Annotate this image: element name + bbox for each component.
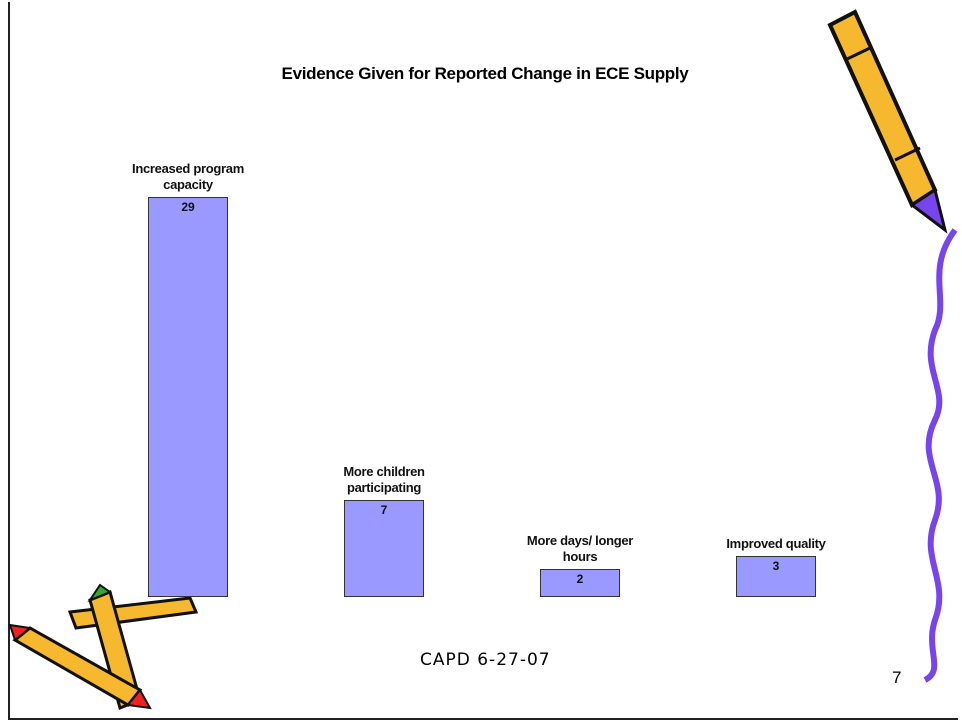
page-number: 7: [892, 668, 902, 687]
footer: CAPD 6-27-07: [420, 650, 551, 670]
crayons-bottom: [8, 583, 199, 711]
category-label: More children participating: [343, 464, 425, 496]
bar: [540, 569, 620, 597]
wavy-line: [923, 228, 958, 683]
crayon-top: [827, 9, 948, 234]
category-label: Increased program capacity: [132, 161, 244, 192]
value-label: 29: [181, 200, 195, 214]
value-label: 7: [380, 503, 388, 518]
value-label: 2: [576, 572, 584, 587]
chart-title: Evidence Given for Reported Change in EC…: [281, 64, 689, 83]
category-label: More days/ longer hours: [526, 533, 634, 565]
category-label: Improved quality: [726, 535, 826, 551]
slide-frame: [8, 2, 958, 720]
value-label: 3: [772, 558, 780, 573]
bar: [148, 197, 228, 597]
bar: [344, 500, 424, 597]
bar: [736, 555, 816, 597]
